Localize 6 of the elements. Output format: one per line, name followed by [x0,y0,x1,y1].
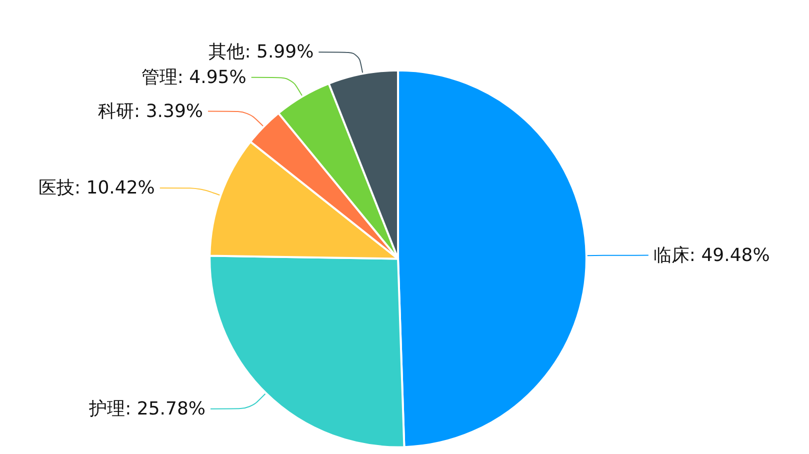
slice-label: 临床: 49.48% [653,244,770,266]
slice-label: 其他: 5.99% [208,42,314,63]
slice-label: 管理: 4.95% [141,66,246,88]
slice-label: 护理: 25.78% [88,398,206,420]
slice-label: 科研: 3.39% [98,100,203,122]
slice-label: 医技: 10.42% [38,177,155,198]
